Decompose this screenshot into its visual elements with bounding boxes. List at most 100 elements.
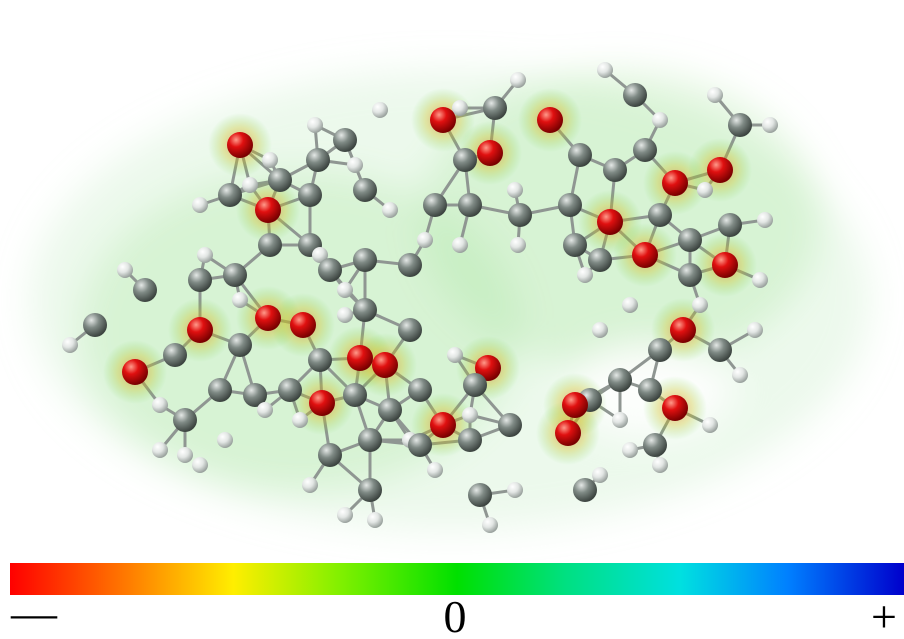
- colorbar-label-min: —: [10, 587, 58, 638]
- oxygen-atom: [712, 252, 738, 278]
- hydrogen-atom: [762, 117, 778, 133]
- carbon-atom: [728, 113, 752, 137]
- carbon-atom: [453, 148, 477, 172]
- carbon-atom: [353, 248, 377, 272]
- carbon-atom: [423, 193, 447, 217]
- carbon-atom: [588, 248, 612, 272]
- hydrogen-atom: [372, 102, 388, 118]
- carbon-atom: [353, 178, 377, 202]
- carbon-atom: [633, 138, 657, 162]
- oxygen-atom: [347, 345, 373, 371]
- carbon-atom: [558, 193, 582, 217]
- hydrogen-atom: [757, 212, 773, 228]
- carbon-atom: [306, 148, 330, 172]
- oxygen-atom: [372, 352, 398, 378]
- hydrogen-atom: [597, 62, 613, 78]
- hydrogen-atom: [452, 100, 468, 116]
- hydrogen-atom: [652, 457, 668, 473]
- carbon-atom: [483, 96, 507, 120]
- carbon-atom: [218, 183, 242, 207]
- carbon-atom: [498, 413, 522, 437]
- carbon-atom: [508, 203, 532, 227]
- oxygen-atom: [662, 170, 688, 196]
- colorbar-label-max: +: [871, 591, 897, 639]
- carbon-atom: [408, 433, 432, 457]
- hydrogen-atom: [337, 307, 353, 323]
- hydrogen-atom: [732, 367, 748, 383]
- hydrogen-atom: [337, 282, 353, 298]
- oxygen-atom: [537, 107, 563, 133]
- carbon-atom: [188, 268, 212, 292]
- hydrogen-atom: [510, 237, 526, 253]
- hydrogen-atom: [152, 442, 168, 458]
- hydrogen-atom: [622, 442, 638, 458]
- carbon-atom: [333, 128, 357, 152]
- carbon-atom: [133, 278, 157, 302]
- hydrogen-atom: [307, 117, 323, 133]
- hydrogen-atom: [592, 467, 608, 483]
- carbon-atom: [718, 213, 742, 237]
- carbon-atom: [208, 378, 232, 402]
- hydrogen-atom: [612, 412, 628, 428]
- hydrogen-atom: [427, 462, 443, 478]
- oxygen-atom: [255, 305, 281, 331]
- hydrogen-atom: [292, 412, 308, 428]
- carbon-atom: [468, 483, 492, 507]
- oxygen-atom: [670, 317, 696, 343]
- oxygen-atom: [290, 312, 316, 338]
- oxygen-atom: [187, 317, 213, 343]
- oxygen-atom: [309, 390, 335, 416]
- carbon-atom: [398, 253, 422, 277]
- hydrogen-atom: [652, 112, 668, 128]
- carbon-atom: [378, 398, 402, 422]
- hydrogen-atom: [482, 517, 498, 533]
- hydrogen-atom: [257, 402, 273, 418]
- carbon-atom: [228, 333, 252, 357]
- hydrogen-atom: [507, 182, 523, 198]
- hydrogen-atom: [702, 417, 718, 433]
- carbon-atom: [268, 168, 292, 192]
- hydrogen-atom: [452, 237, 468, 253]
- hydrogen-atom: [510, 72, 526, 88]
- hydrogen-atom: [197, 247, 213, 263]
- hydrogen-atom: [622, 297, 638, 313]
- hydrogen-atom: [177, 447, 193, 463]
- carbon-atom: [603, 158, 627, 182]
- carbon-atom: [458, 193, 482, 217]
- hydrogen-atom: [262, 152, 278, 168]
- carbon-atom: [298, 183, 322, 207]
- carbon-atom: [258, 233, 282, 257]
- carbon-atom: [608, 368, 632, 392]
- hydrogen-atom: [447, 347, 463, 363]
- hydrogen-atom: [192, 457, 208, 473]
- carbon-atom: [278, 378, 302, 402]
- figure: — 0 +: [0, 0, 904, 639]
- hydrogen-atom: [367, 512, 383, 528]
- carbon-atom: [458, 428, 482, 452]
- hydrogen-atom: [232, 292, 248, 308]
- oxygen-atom: [597, 209, 623, 235]
- hydrogen-atom: [592, 322, 608, 338]
- hydrogen-atom: [507, 482, 523, 498]
- carbon-atom: [678, 228, 702, 252]
- carbon-atom: [358, 478, 382, 502]
- colorbar-label-zero: 0: [444, 591, 467, 639]
- hydrogen-atom: [577, 267, 593, 283]
- carbon-atom: [343, 383, 367, 407]
- oxygen-atom: [430, 107, 456, 133]
- oxygen-atom: [662, 395, 688, 421]
- hydrogen-atom: [117, 262, 133, 278]
- carbon-atom: [678, 263, 702, 287]
- hydrogen-atom: [242, 177, 258, 193]
- carbon-atom: [563, 233, 587, 257]
- molecule-figure: — 0 +: [0, 0, 904, 639]
- oxygen-atom: [477, 140, 503, 166]
- carbon-atom: [708, 338, 732, 362]
- oxygen-atom: [255, 197, 281, 223]
- hydrogen-atom: [382, 202, 398, 218]
- hydrogen-atom: [302, 477, 318, 493]
- hydrogen-atom: [462, 407, 478, 423]
- carbon-atom: [318, 258, 342, 282]
- carbon-atom: [353, 298, 377, 322]
- hydrogen-atom: [217, 432, 233, 448]
